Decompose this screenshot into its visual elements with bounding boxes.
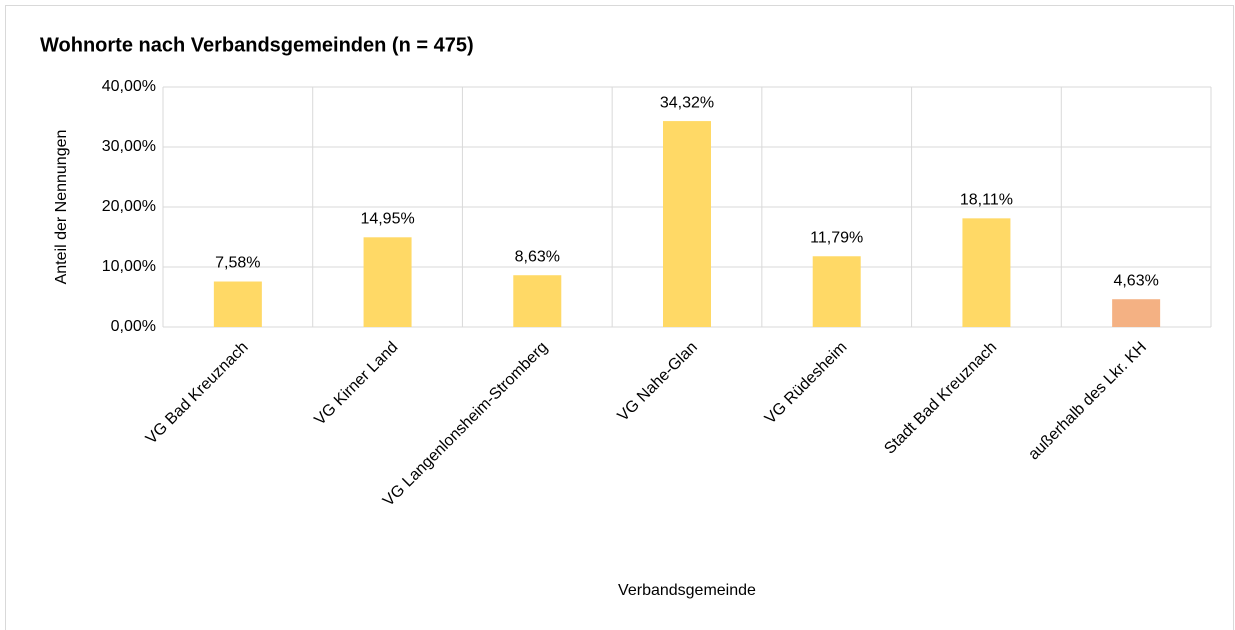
bar (213, 281, 262, 327)
y-tick-label: 40,00% (102, 78, 156, 95)
chart-title: Wohnorte nach Verbandsgemeinden (n = 475… (40, 34, 474, 56)
bar (663, 121, 711, 327)
y-tick-label: 20,00% (102, 198, 156, 215)
y-tick-label: 10,00% (102, 258, 156, 275)
bar (513, 275, 562, 327)
data-label: 8,63% (515, 248, 560, 265)
bar (812, 256, 861, 327)
y-axis-title: Anteil der Nennungen (53, 130, 70, 285)
bar (962, 218, 1011, 327)
data-label: 4,63% (1113, 272, 1158, 289)
data-label: 18,11% (960, 192, 1013, 209)
data-label: 14,95% (360, 211, 414, 228)
data-label: 7,58% (215, 255, 260, 272)
x-axis-title: Verbandsgemeinde (618, 582, 756, 599)
y-tick-label: 0,00% (111, 318, 156, 335)
data-label: 11,79% (810, 229, 863, 246)
bar (1112, 299, 1161, 327)
data-label: 34,32% (660, 94, 714, 111)
y-tick-label: 30,00% (102, 138, 156, 155)
chart-frame (5, 5, 1234, 630)
bar (363, 237, 412, 327)
